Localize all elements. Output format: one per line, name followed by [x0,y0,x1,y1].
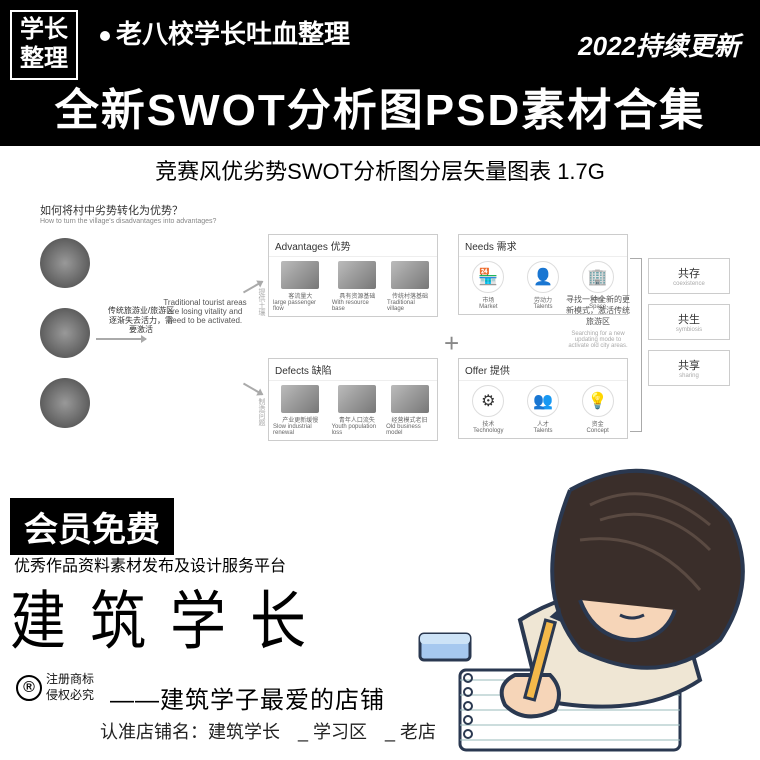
header-tagline: 老八校学长吐血整理 [116,19,350,49]
corner-badge: 学长整理 [10,10,78,80]
main-title: 全新SWOT分析图PSD素材合集 [0,74,760,146]
arrow-icon [243,383,263,396]
plus-icon: + [444,328,459,359]
traditional-text: Traditional tourist areas are losing vit… [160,298,250,325]
update-badge: 2022持续更新 [578,20,740,69]
photo-circle-1 [40,238,90,288]
arrow-icon [96,338,146,340]
student-illustration [340,420,760,760]
right-note: 寻找一种全新的更新模式，激活传统旅游区 Searching for a new … [566,294,630,349]
advantages-panel: Advantages 优势 客流量大large passenger flow 具… [268,234,438,317]
subtitle: 竞赛风优劣势SWOT分析图分层矢量图表 1.7G [0,146,760,194]
right-column: 共存coexistence 共生symbiosis 共享sharing [648,258,730,396]
registered-icon: ® [16,675,42,701]
brand-logo: 建筑学长 [10,570,330,663]
side-label: 提供土壤 [256,288,266,316]
side-label: 制造问题 [256,398,266,426]
member-badge: 会员免费 [10,498,174,555]
photo-circle-3 [40,378,90,428]
trademark: ® 注册商标侵权必究 [16,672,94,703]
brace-icon [630,258,642,432]
photo-circle-2 [40,308,90,358]
diagram-question: 如何将村中劣势转化为优势？ How to turn the village's … [40,202,216,225]
